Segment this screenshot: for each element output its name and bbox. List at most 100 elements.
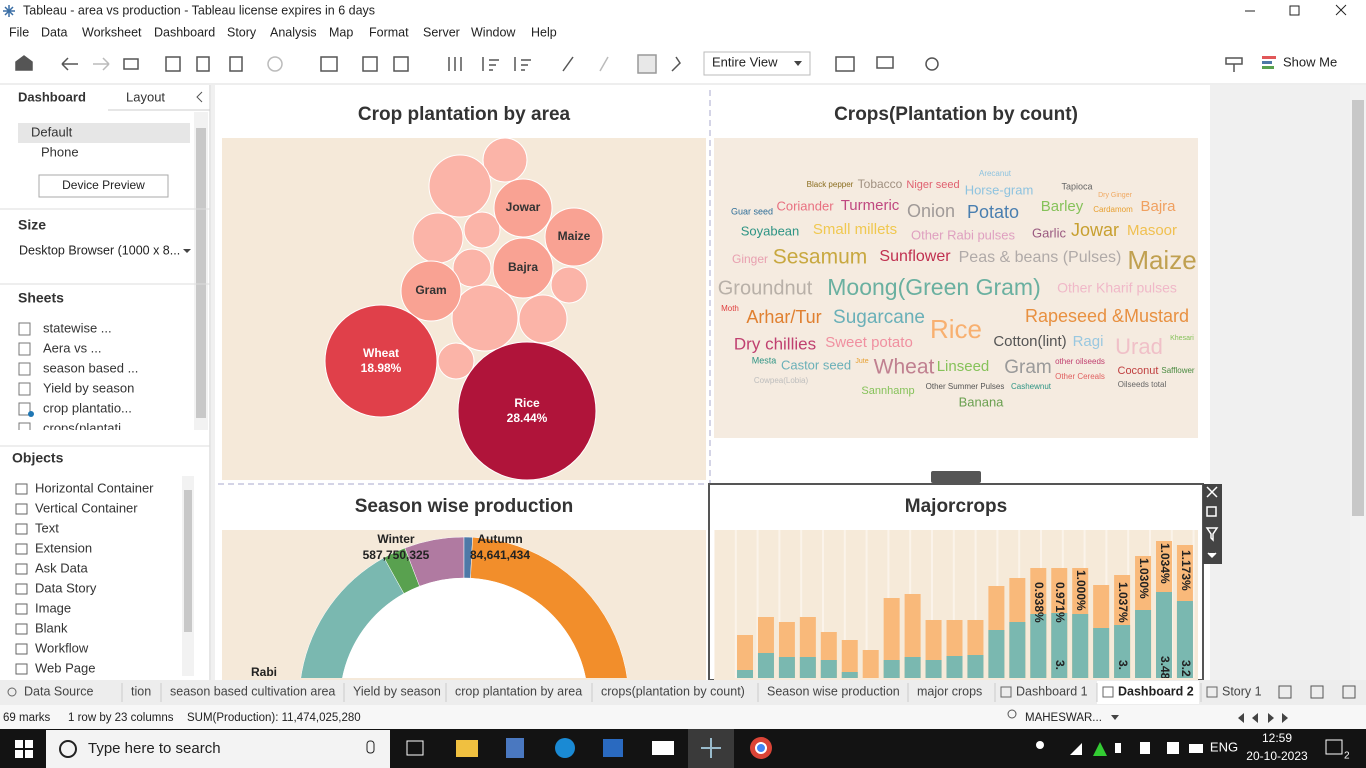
sheet-item[interactable]: statewise ... <box>43 320 112 335</box>
edge-icon[interactable] <box>555 738 575 758</box>
clock-time[interactable]: 12:59 <box>1262 731 1292 745</box>
word-cloud: Black pepper Tobacco Niger seed Arecanut Hor… <box>718 169 1197 409</box>
device-option[interactable]: Phone <box>41 144 79 159</box>
sheet-tab[interactable]: major crops <box>917 684 982 698</box>
word: Ragi <box>1073 333 1104 350</box>
sheet-tab[interactable]: season based cultivation area <box>170 684 335 698</box>
word: Moth <box>721 304 739 313</box>
sheet-tab[interactable]: Yield by season <box>353 684 441 698</box>
menu-item[interactable]: Story <box>227 25 257 39</box>
bubble <box>437 342 475 380</box>
word: Groundnut <box>718 277 813 299</box>
side-tab[interactable]: Layout <box>126 89 165 104</box>
navigation-buttons[interactable] <box>1238 713 1288 723</box>
status-user[interactable]: MAHESWAR... <box>1025 712 1102 724</box>
menu-item[interactable]: Window <box>471 25 516 39</box>
side-tab[interactable]: Dashboard <box>18 89 86 104</box>
show-me-button[interactable]: Show Me <box>1283 54 1337 69</box>
search-placeholder: Type here to search <box>88 740 221 757</box>
bar-segment <box>925 660 942 678</box>
language[interactable]: ENG <box>1210 739 1238 754</box>
bar-segment <box>1030 614 1047 678</box>
bar-segment <box>737 635 753 678</box>
sheet-item[interactable]: Aera vs ... <box>43 340 102 355</box>
toolbar-icons[interactable] <box>15 54 1243 74</box>
clock-date[interactable]: 20-10-2023 <box>1246 749 1308 763</box>
word: Cardamom <box>1093 205 1133 214</box>
object-item[interactable]: Horizontal Container <box>35 480 154 495</box>
size-value[interactable]: Desktop Browser (1000 x 8... <box>19 243 180 257</box>
sheet-item[interactable]: Yield by season <box>43 380 134 395</box>
object-item[interactable]: Image <box>35 600 71 615</box>
sheet-tab[interactable]: Story 1 <box>1222 684 1262 698</box>
object-item[interactable]: Web Page <box>35 660 95 675</box>
tray-icons[interactable] <box>1036 741 1203 756</box>
object-item[interactable]: Text <box>35 520 59 535</box>
object-item[interactable]: Vertical Container <box>35 500 138 515</box>
sheet-tab[interactable]: Dashboard 2 <box>1118 684 1194 698</box>
menu-item[interactable]: Analysis <box>270 25 317 39</box>
mic-icon[interactable] <box>366 740 375 754</box>
sheet-tab[interactable]: Season wise production <box>767 684 900 698</box>
object-item[interactable]: Ask Data <box>35 560 89 575</box>
bar-segment <box>1051 613 1068 678</box>
mail-icon[interactable] <box>652 741 674 755</box>
start-button[interactable] <box>15 740 33 758</box>
device-preview-button[interactable] <box>38 174 169 198</box>
title-bar <box>0 0 1366 44</box>
menu-item[interactable]: Worksheet <box>82 25 142 39</box>
object-item[interactable]: Extension <box>35 540 92 555</box>
scroll-thumb[interactable] <box>184 490 192 632</box>
notifications-icon[interactable] <box>1325 739 1343 755</box>
sheet-tab[interactable]: tion <box>131 684 151 698</box>
store-icon[interactable] <box>603 739 623 757</box>
sheet-item[interactable]: crop plantatio... <box>43 400 132 415</box>
app-icon[interactable] <box>506 738 524 758</box>
menu-item[interactable]: File <box>9 25 29 39</box>
explorer-icon[interactable] <box>456 740 478 757</box>
word: Cowpea(Lobia) <box>754 376 809 385</box>
bubble <box>452 248 492 288</box>
status-marks: 69 marks <box>3 712 51 724</box>
object-item[interactable]: Data Story <box>35 580 97 595</box>
fit-dropdown[interactable] <box>703 51 811 76</box>
collapse-icon[interactable] <box>196 91 203 103</box>
search-box[interactable] <box>46 730 390 768</box>
menu-item[interactable]: Data <box>41 25 67 39</box>
sheet-item[interactable]: crops(plantati... <box>43 420 132 435</box>
zone-control-icons[interactable] <box>1205 486 1219 559</box>
menu-item[interactable]: Map <box>329 25 353 39</box>
restore-button[interactable] <box>1289 5 1300 16</box>
object-icon <box>15 523 28 535</box>
menu-item[interactable]: Format <box>369 25 409 39</box>
word: Sunflower <box>879 248 951 265</box>
word: Linseed <box>937 358 990 375</box>
bar-label: 3.2 <box>1179 660 1193 677</box>
menu-item[interactable]: Dashboard <box>154 25 215 39</box>
word: Other Summer Pulses <box>926 382 1005 391</box>
sheet-tab[interactable]: Data Source <box>24 684 94 698</box>
object-item[interactable]: Blank <box>35 620 68 635</box>
drag-handle[interactable] <box>931 471 981 483</box>
sheet-item[interactable]: season based ... <box>43 360 138 375</box>
close-button[interactable] <box>1335 4 1347 16</box>
sheet-tab[interactable]: crops(plantation by count) <box>601 684 745 698</box>
new-sheet-icons[interactable] <box>1278 685 1356 699</box>
task-view[interactable] <box>406 740 424 756</box>
sheet-tab[interactable]: Dashboard 1 <box>1016 684 1088 698</box>
word: Guar seed <box>731 206 773 216</box>
device-option[interactable]: Default <box>31 124 73 139</box>
menu-item[interactable]: Help <box>531 25 557 39</box>
sheet-tab[interactable]: crop plantation by area <box>455 684 582 698</box>
sheet-icon <box>18 422 31 430</box>
zone-controls <box>1203 484 1222 564</box>
word: Khesari <box>1170 335 1194 342</box>
scroll-thumb[interactable] <box>1352 100 1364 516</box>
word: Soyabean <box>741 223 800 238</box>
bar-segment <box>1135 610 1152 678</box>
word: Arhar/Tur <box>746 307 821 327</box>
menu-item[interactable]: Server <box>423 25 460 39</box>
object-item[interactable]: Workflow <box>35 640 89 655</box>
word: Masoor <box>1127 222 1177 239</box>
scroll-thumb[interactable] <box>196 128 206 418</box>
